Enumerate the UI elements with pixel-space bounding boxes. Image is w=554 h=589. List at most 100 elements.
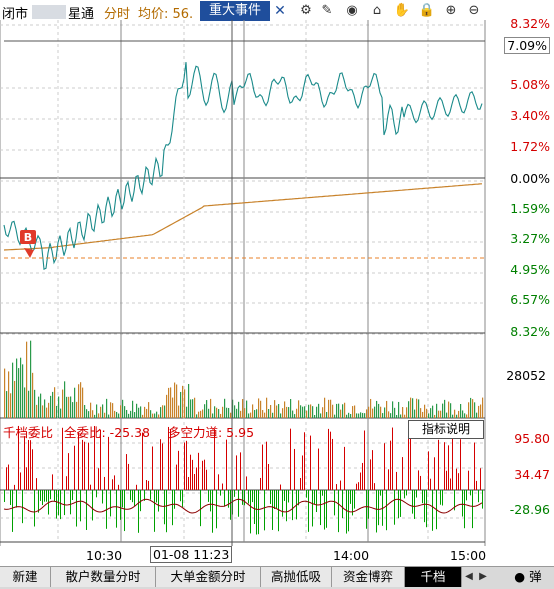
volume-bar xyxy=(426,408,428,418)
ratio-bar xyxy=(438,439,439,490)
ratio-bar xyxy=(180,490,181,502)
volume-bar xyxy=(446,412,448,418)
ratio-bar xyxy=(68,453,69,490)
event-tab[interactable]: 重大事件 xyxy=(200,1,270,21)
ratio-bar xyxy=(416,490,417,498)
volume-bar xyxy=(380,406,382,418)
volume-bar xyxy=(204,404,206,418)
ratio-bar xyxy=(412,490,413,514)
tab-4[interactable]: 高抛低吸 xyxy=(261,567,332,587)
volume-bar xyxy=(382,413,384,418)
ratio-bar xyxy=(326,490,327,528)
volume-bar xyxy=(168,387,170,418)
ratio-bar xyxy=(56,490,57,519)
volume-bar xyxy=(358,413,360,418)
volume-bar xyxy=(136,403,138,418)
close-icon[interactable]: ✕ xyxy=(274,3,286,19)
ratio-bar xyxy=(110,490,111,517)
tab-1[interactable]: 新建 xyxy=(0,567,51,587)
ratio-bar xyxy=(130,490,131,500)
buy-marker[interactable]: B xyxy=(20,230,36,258)
volume-bar xyxy=(130,410,132,418)
view-label[interactable]: 分时 xyxy=(104,7,131,22)
ratio-bar xyxy=(96,490,97,498)
ratio-bar xyxy=(18,425,19,490)
ratio-bar xyxy=(188,476,189,490)
volume-bar xyxy=(64,381,66,418)
ratio-bar xyxy=(320,490,321,526)
volume-bar xyxy=(462,410,464,418)
chart-header xyxy=(0,0,554,22)
zoom-out-icon[interactable]: ⊖ xyxy=(468,3,480,18)
ratio-bar xyxy=(400,490,401,517)
ratio-bar xyxy=(378,490,379,526)
volume-bar xyxy=(160,407,162,418)
hand-icon[interactable]: ✋ xyxy=(393,3,411,18)
ratio-bar xyxy=(454,490,455,511)
volume-bar xyxy=(216,407,218,418)
ratio-bar xyxy=(76,490,77,527)
ratio-bar xyxy=(80,490,81,522)
ratio-bar xyxy=(386,490,387,531)
ratio-bar xyxy=(142,432,143,490)
ratio-axis-min: -28.96 xyxy=(509,502,550,517)
ratio-bar xyxy=(266,441,267,490)
volume-bar xyxy=(470,397,472,418)
ratio-bar xyxy=(344,446,345,490)
volume-bar xyxy=(84,405,86,418)
ratio-bar xyxy=(314,490,315,505)
tab-3[interactable]: 大单金额分时 xyxy=(156,567,261,587)
volume-bar xyxy=(278,404,280,418)
tab-2[interactable]: 散户数量分时 xyxy=(51,567,156,587)
volume-bar xyxy=(156,411,158,418)
tab-scroll-right-icon[interactable]: ▶ xyxy=(479,571,487,582)
ratio-bar xyxy=(196,467,197,490)
volume-bar xyxy=(442,403,444,418)
volume-bar xyxy=(430,408,432,418)
zoom-in-icon[interactable]: ⊕ xyxy=(445,3,457,18)
volume-bar xyxy=(280,413,282,418)
ratio-bar xyxy=(136,484,137,490)
volume-bar xyxy=(176,384,178,418)
volume-bar xyxy=(342,404,344,418)
ratio-bar xyxy=(312,490,313,527)
volume-bar xyxy=(308,404,310,418)
volume-bar xyxy=(400,414,402,418)
ratio-bar xyxy=(52,474,53,490)
indicator-help-button[interactable]: 指标说明 xyxy=(408,420,484,439)
box-icon[interactable]: ⌂ xyxy=(372,3,382,18)
total-ratio-label: 全委比: -25.38 xyxy=(64,425,150,440)
tab-5[interactable]: 资金博弈 xyxy=(332,567,405,587)
ratio-bar xyxy=(240,452,241,490)
volume-bar xyxy=(346,414,348,418)
ratio-bar xyxy=(202,460,203,490)
volume-bar xyxy=(378,403,380,418)
avg-price-label: 均价: 56. xyxy=(138,7,194,22)
volume-bar xyxy=(154,413,156,418)
volume-bar xyxy=(124,406,126,418)
lock-icon[interactable]: 🔒 xyxy=(418,3,436,18)
ratio-bar xyxy=(214,429,215,490)
ratio-bar xyxy=(226,439,227,490)
tab-6[interactable]: 千档 xyxy=(405,567,462,587)
ratio-bar xyxy=(238,490,239,517)
intraday-chart[interactable]: B xyxy=(0,20,554,546)
ratio-bar xyxy=(292,490,293,521)
eye-icon[interactable]: ◉ xyxy=(346,3,358,18)
volume-bar xyxy=(252,404,254,418)
ratio-bar xyxy=(470,490,471,496)
float-window-button[interactable]: ● 弹 xyxy=(514,569,542,584)
volume-bar xyxy=(452,414,454,418)
tab-scroll-left-icon[interactable]: ◀ xyxy=(465,571,473,582)
volume-bar xyxy=(72,402,74,418)
ratio-bar xyxy=(134,490,135,506)
ratio-bar xyxy=(152,446,153,490)
ratio-bar xyxy=(258,490,259,535)
settings-icon[interactable]: ⚙ xyxy=(300,3,312,18)
ratio-bar xyxy=(168,426,169,490)
ratio-bar xyxy=(430,478,431,490)
ratio-bar xyxy=(464,490,465,529)
volume-bar xyxy=(74,387,76,418)
volume-bar xyxy=(198,411,200,418)
pen-icon[interactable]: ✎ xyxy=(321,3,333,18)
